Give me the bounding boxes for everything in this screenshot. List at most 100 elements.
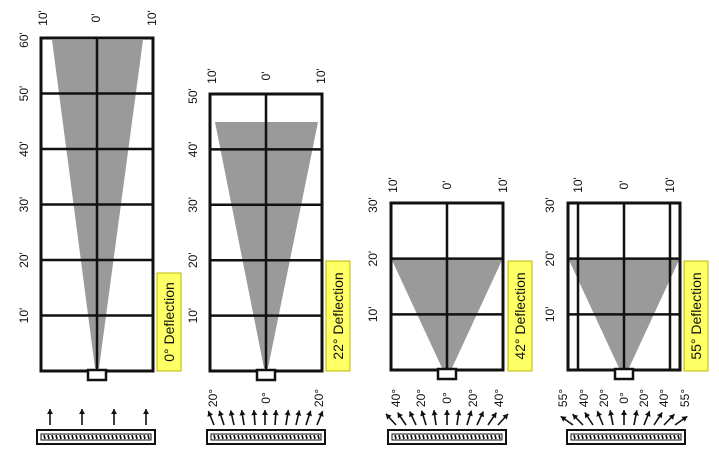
diffuser-slat <box>649 434 652 440</box>
diffuser-slat <box>641 434 644 440</box>
angle-label: 20° <box>637 389 651 407</box>
deflection-label: 0° Deflection <box>161 282 177 362</box>
diffuser-slat <box>434 434 437 440</box>
arrow-head <box>79 409 85 414</box>
up-arrow-icon <box>239 410 246 426</box>
up-arrow-icon <box>228 410 235 426</box>
diffuser-slat <box>450 434 453 440</box>
up-arrow-icon <box>560 415 574 426</box>
diffuser-slat <box>585 434 588 440</box>
top-distance-label: 10' <box>663 177 677 193</box>
diffuser-slat <box>253 434 256 440</box>
diffuser-slat <box>617 434 620 440</box>
angle-label: 0° <box>440 392 454 404</box>
arrow-head <box>560 416 567 422</box>
diffuser-slat <box>573 434 576 440</box>
up-arrow-icon <box>207 410 215 426</box>
up-arrow-icon <box>305 410 312 426</box>
airflow-arrows <box>385 410 509 426</box>
arrow-head <box>295 410 302 416</box>
diffuser-slat <box>217 434 220 440</box>
up-arrow-icon <box>632 410 639 426</box>
up-arrow-icon <box>262 410 268 425</box>
up-arrow-icon <box>79 409 85 425</box>
diffuser-slat <box>115 434 118 440</box>
throw-distance-label: 50' <box>17 86 31 102</box>
up-arrow-icon <box>47 409 53 425</box>
diffuser-slat <box>601 434 604 440</box>
outlet-icon <box>255 368 277 382</box>
throw-distance-label: 30' <box>17 197 31 213</box>
diffuser-slat <box>293 434 296 440</box>
diffuser-slat <box>422 434 425 440</box>
arrow-head <box>47 409 53 414</box>
top-distance-label: 10' <box>496 177 510 193</box>
throw-distance-label: 30' <box>543 197 557 213</box>
throw-distance-label: 10' <box>17 308 31 324</box>
diffuser-slat <box>613 434 616 440</box>
diffuser-slat <box>103 434 106 440</box>
arrow-head <box>502 413 509 420</box>
arrow-head <box>397 412 403 419</box>
diffuser-slat <box>621 434 624 440</box>
diffuser-slat <box>470 434 473 440</box>
diffuser-slat <box>677 434 680 440</box>
diffuser-slat <box>482 434 485 440</box>
diffuser-icon <box>36 429 156 445</box>
throw-distance-label: 10' <box>186 308 200 324</box>
up-arrow-icon <box>396 412 407 426</box>
deflection-label: 22° Deflection <box>330 272 346 359</box>
diffuser-slat <box>430 434 433 440</box>
throw-distance-label: 30' <box>366 197 380 213</box>
deflection-badge <box>507 260 533 372</box>
arrow-head <box>632 410 639 416</box>
arrow-head <box>668 414 675 420</box>
diffuser-slat <box>301 434 304 440</box>
up-arrow-icon <box>476 411 485 426</box>
angle-label: 20° <box>312 389 326 407</box>
arrow-head <box>385 413 392 420</box>
arrow-head <box>111 409 117 414</box>
diffuser-slat <box>135 434 138 440</box>
diffuser-slat <box>438 434 441 440</box>
diffuser-slat <box>665 434 668 440</box>
diffuser-slat <box>277 434 280 440</box>
diffuser-slat <box>577 434 580 440</box>
diffuser-slat <box>119 434 122 440</box>
diffuser-slat <box>462 434 465 440</box>
up-arrow-icon <box>272 409 279 426</box>
top-distance-label: 10' <box>205 68 219 84</box>
diffuser-slat <box>394 434 397 440</box>
up-arrow-icon <box>284 410 291 426</box>
arrow-head <box>251 410 258 416</box>
diffuser-slat <box>107 434 110 440</box>
angle-label: 20° <box>206 389 220 407</box>
diffuser-slat <box>669 434 672 440</box>
throw-distance-label: 40' <box>17 141 31 157</box>
diffuser-icon <box>566 429 686 445</box>
top-distance-label: 0' <box>440 181 454 190</box>
throw-distance-label: 20' <box>366 251 380 267</box>
diffuser-slat <box>414 434 417 440</box>
arrow-head <box>596 411 603 417</box>
diffuser-slat <box>426 434 429 440</box>
top-distance-label: 10' <box>571 177 585 193</box>
angle-label: 55° <box>556 389 570 407</box>
panel-p22: 10' 0' 10' 50' 40' 30' 20' 10' 22° Deflection 20°… <box>186 68 351 445</box>
arrow-head <box>431 410 438 416</box>
diffuser-slat <box>261 434 264 440</box>
arrow-head <box>681 416 688 422</box>
angle-label: 40° <box>657 389 671 407</box>
diffuser-slat <box>269 434 272 440</box>
diffuser-slat <box>83 434 86 440</box>
angle-label: 0° <box>617 392 631 404</box>
diffuser-slat <box>589 434 592 440</box>
arrow-head <box>656 412 663 419</box>
arrow-head <box>143 409 149 414</box>
diffuser-slat <box>498 434 501 440</box>
arrow-head <box>608 410 615 416</box>
airflow-arrows <box>207 409 324 426</box>
arrow-head <box>572 414 579 420</box>
